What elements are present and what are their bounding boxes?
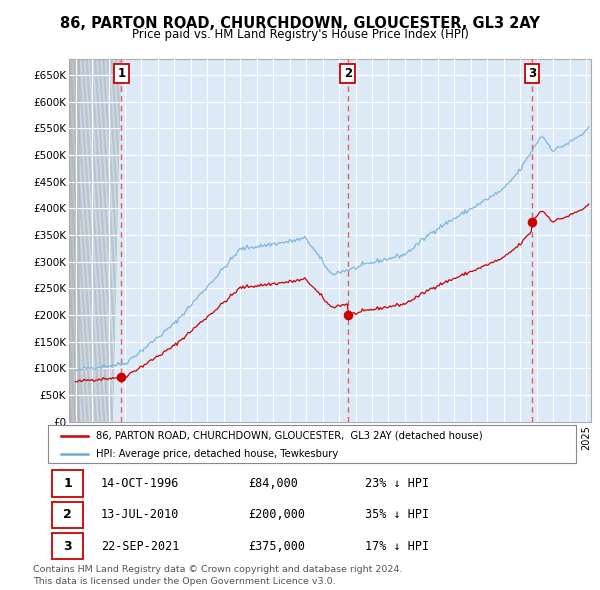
Text: 17% ↓ HPI: 17% ↓ HPI (365, 539, 429, 553)
Text: 2: 2 (344, 67, 352, 80)
Text: 86, PARTON ROAD, CHURCHDOWN, GLOUCESTER, GL3 2AY: 86, PARTON ROAD, CHURCHDOWN, GLOUCESTER,… (60, 16, 540, 31)
Text: 3: 3 (63, 539, 72, 553)
Text: 2: 2 (63, 508, 72, 522)
Text: HPI: Average price, detached house, Tewkesbury: HPI: Average price, detached house, Tewk… (95, 448, 338, 458)
Point (116, 372, 126, 382)
Text: 14-OCT-1996: 14-OCT-1996 (101, 477, 179, 490)
FancyBboxPatch shape (52, 502, 83, 528)
Text: £375,000: £375,000 (248, 539, 305, 553)
Text: 22-SEP-2021: 22-SEP-2021 (101, 539, 179, 553)
FancyBboxPatch shape (52, 470, 83, 497)
FancyBboxPatch shape (48, 425, 576, 463)
Text: 23% ↓ HPI: 23% ↓ HPI (365, 477, 429, 490)
Text: Contains HM Land Registry data © Crown copyright and database right 2024.
This d: Contains HM Land Registry data © Crown c… (33, 565, 403, 586)
Point (343, 310, 353, 320)
Text: 13-JUL-2010: 13-JUL-2010 (101, 508, 179, 522)
FancyBboxPatch shape (52, 533, 83, 559)
Text: 1: 1 (63, 477, 72, 490)
Text: 1: 1 (118, 67, 125, 80)
Text: £84,000: £84,000 (248, 477, 299, 490)
Text: 86, PARTON ROAD, CHURCHDOWN, GLOUCESTER,  GL3 2AY (detached house): 86, PARTON ROAD, CHURCHDOWN, GLOUCESTER,… (95, 431, 482, 441)
Text: 3: 3 (528, 67, 536, 80)
Text: 35% ↓ HPI: 35% ↓ HPI (365, 508, 429, 522)
Text: £200,000: £200,000 (248, 508, 305, 522)
Point (527, 217, 537, 227)
Text: Price paid vs. HM Land Registry's House Price Index (HPI): Price paid vs. HM Land Registry's House … (131, 28, 469, 41)
Bar (69, 59, 80, 422)
